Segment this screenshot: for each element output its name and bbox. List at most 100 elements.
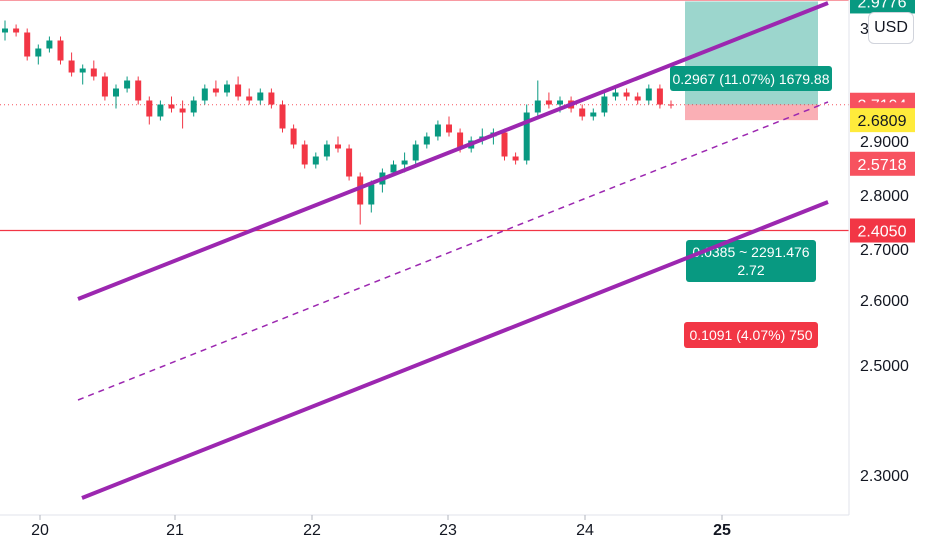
candle [235,76,242,101]
candle-body [668,104,674,106]
candle [13,24,20,37]
long-position-tool[interactable]: 0.2967 (11.07%) 1679.88 0.0385 ~ 2291.476… [670,1,832,348]
candlesticks [2,20,674,225]
candle-body [79,68,86,73]
candle-body [257,92,264,101]
candle-body [201,88,208,101]
channel-lower-line[interactable] [81,200,829,500]
candle [146,96,153,125]
y-tick-label: 2.5000 [860,358,909,375]
candle-body [124,80,131,89]
candle [201,84,208,105]
stop-label: 0.1091 (4.07%) 750 [690,327,813,343]
candle [545,92,552,109]
parallel-channel[interactable] [77,1,829,500]
price-badge: 2.9776 [850,0,915,14]
candle-body [423,136,430,145]
target-label-box [670,66,832,91]
candle-body [357,176,364,205]
entry-label-line2: 2.72 [737,262,764,278]
candle-body [412,144,419,161]
candle-body [401,160,408,165]
candle [512,152,519,165]
candle-body [146,100,153,117]
candle [434,120,441,141]
candle-body [457,132,464,149]
candle-body [246,96,253,101]
horizontal-levels[interactable] [0,0,849,232]
candle [634,92,641,105]
candle [323,140,330,161]
candle [412,140,419,165]
candle-body [157,104,164,117]
candle [179,100,186,129]
price-badge: 2.6809 [850,108,915,133]
x-tick-label: 21 [166,522,184,539]
candle-body [501,132,508,157]
price-badge-bg [850,108,915,133]
y-tick-label: 2.8000 [860,188,909,205]
candle [312,152,319,169]
candle-body [46,40,53,49]
candle [68,52,75,77]
candle-body [534,100,541,113]
y-tick-label: 2.3000 [860,468,909,485]
channel-upper-line[interactable] [77,1,829,301]
y-tick-label: 3 [860,21,869,38]
candle [368,180,375,213]
x-tick-label: 25 [713,522,731,539]
candle [357,172,364,225]
time-axis[interactable]: 20 21 22 23 24 25 [31,515,731,539]
candle [335,136,341,153]
price-badge: 2.4050 [850,218,915,243]
candle-body [512,156,519,161]
channel-median-line[interactable] [77,101,829,401]
candle-body [2,28,8,33]
candle [212,80,219,97]
candle [279,100,286,133]
candle [113,84,119,109]
candle-body [656,88,663,105]
y-tick-label: 2.7000 [860,242,909,259]
candle-body [35,48,42,57]
candle [645,84,652,105]
candle-body [113,88,119,97]
candle [124,76,131,93]
candle [612,88,619,101]
candle [301,140,308,169]
candle [90,60,97,81]
candle [257,88,264,105]
x-tick-label: 22 [303,522,321,539]
candle-body [368,184,375,205]
loss-zone[interactable] [685,104,818,121]
candle [246,88,253,105]
price-labels: 2.98142.97762.719401:322.68092.57182.405… [850,0,915,243]
target-label: 0.2967 (11.07%) 1679.88 [673,71,830,87]
stop-label-box [684,322,818,348]
candle [601,92,608,117]
candle [57,36,64,65]
candle [135,76,142,105]
candle-body [24,32,31,57]
y-tick-label: 2.6000 [860,293,909,310]
candle-body [212,88,219,93]
price-badge-bg [850,0,915,14]
candle-body [268,92,275,105]
candle [168,96,175,113]
candle-body [68,60,75,73]
price-badge-text: 2.5718 [858,157,907,174]
candle [268,88,275,109]
currency-button[interactable]: USD [868,12,914,44]
price-badge-bg [850,151,915,176]
y-tick-label: 2.9000 [860,134,909,151]
candle [24,28,31,61]
price-badge-text: 2.9776 [858,0,907,11]
candle-body [557,100,563,105]
price-axis[interactable]: 3 2.9000 2.8000 2.7000 2.6000 2.5000 2.3000 [860,21,909,485]
candle-body [434,124,441,137]
x-tick-label: 24 [576,522,594,539]
price-badge-bg [850,218,915,243]
candle [190,96,197,117]
candle-body [13,28,20,33]
